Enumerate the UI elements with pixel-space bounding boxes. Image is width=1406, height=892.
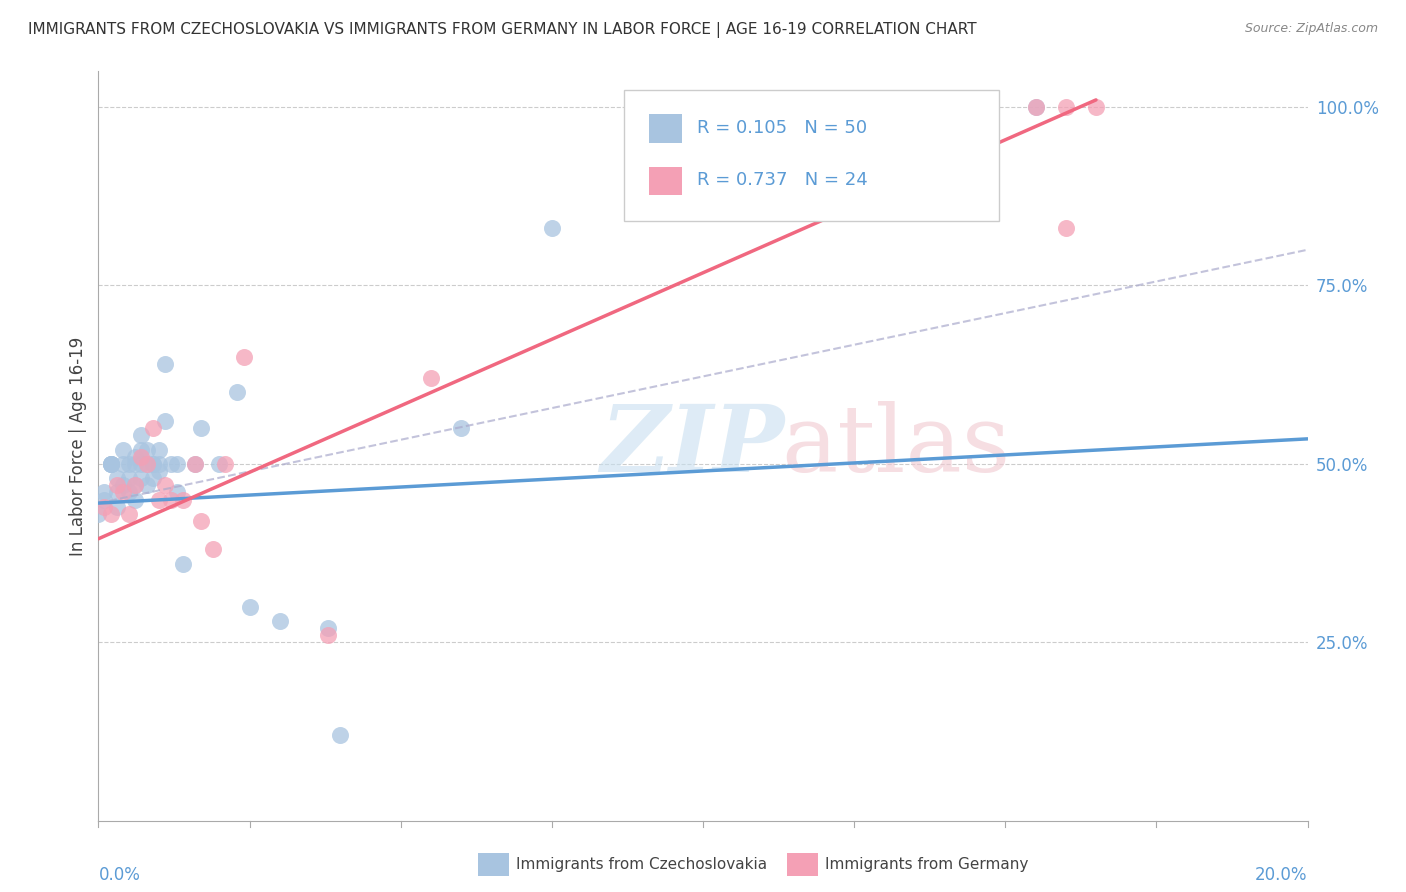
Point: [105, 500, 128, 514]
Point: [329, 728, 352, 742]
Point: [129, 471, 152, 485]
Point: [100, 507, 122, 521]
Point: [135, 457, 157, 471]
Point: [153, 478, 176, 492]
Point: [202, 542, 225, 557]
Point: [124, 478, 146, 492]
Point: [135, 457, 157, 471]
Point: [1085, 100, 1108, 114]
Point: [129, 457, 152, 471]
Point: [129, 442, 152, 457]
Point: [100, 457, 122, 471]
Point: [153, 414, 176, 428]
Text: IMMIGRANTS FROM CZECHOSLOVAKIA VS IMMIGRANTS FROM GERMANY IN LABOR FORCE | AGE 1: IMMIGRANTS FROM CZECHOSLOVAKIA VS IMMIGR…: [28, 22, 977, 38]
Point: [124, 492, 146, 507]
Point: [208, 457, 231, 471]
FancyBboxPatch shape: [624, 90, 1000, 221]
Point: [105, 485, 128, 500]
Point: [160, 492, 183, 507]
Point: [100, 457, 122, 471]
Point: [148, 492, 170, 507]
Point: [148, 442, 170, 457]
Point: [118, 507, 141, 521]
Point: [105, 471, 128, 485]
Point: [153, 357, 176, 371]
Point: [100, 457, 122, 471]
Point: [111, 485, 134, 500]
Point: [105, 478, 128, 492]
Text: 20.0%: 20.0%: [1256, 865, 1308, 884]
Point: [118, 471, 141, 485]
Point: [148, 457, 170, 471]
Point: [172, 557, 194, 571]
Point: [118, 457, 141, 471]
Text: Immigrants from Germany: Immigrants from Germany: [825, 857, 1029, 871]
Point: [190, 514, 212, 528]
Text: Source: ZipAtlas.com: Source: ZipAtlas.com: [1244, 22, 1378, 36]
Text: R = 0.737   N = 24: R = 0.737 N = 24: [697, 171, 868, 189]
Point: [118, 485, 141, 500]
Point: [316, 621, 339, 635]
Point: [184, 457, 207, 471]
Text: atlas: atlas: [782, 401, 1011, 491]
Point: [269, 614, 291, 628]
Text: 0.0%: 0.0%: [98, 865, 141, 884]
Point: [135, 478, 157, 492]
Point: [142, 471, 165, 485]
Point: [100, 457, 122, 471]
Y-axis label: In Labor Force | Age 16-19: In Labor Force | Age 16-19: [69, 336, 87, 556]
Point: [226, 385, 249, 400]
Point: [420, 371, 443, 385]
Point: [1054, 100, 1077, 114]
Point: [111, 457, 134, 471]
Point: [190, 421, 212, 435]
Point: [184, 457, 207, 471]
Point: [142, 457, 165, 471]
Point: [1024, 100, 1046, 114]
Point: [135, 442, 157, 457]
Point: [142, 421, 165, 435]
Text: Immigrants from Czechoslovakia: Immigrants from Czechoslovakia: [516, 857, 768, 871]
Point: [93, 492, 115, 507]
Point: [124, 457, 146, 471]
Point: [450, 421, 472, 435]
Point: [540, 221, 562, 235]
Point: [148, 464, 170, 478]
Point: [111, 442, 134, 457]
Point: [239, 599, 262, 614]
Point: [93, 500, 115, 514]
Point: [214, 457, 236, 471]
Text: R = 0.105   N = 50: R = 0.105 N = 50: [697, 119, 868, 136]
Point: [87, 507, 110, 521]
Text: ZIP: ZIP: [600, 401, 785, 491]
FancyBboxPatch shape: [648, 114, 682, 143]
Point: [1054, 221, 1077, 235]
Point: [129, 450, 152, 464]
FancyBboxPatch shape: [648, 167, 682, 195]
Point: [142, 457, 165, 471]
Point: [1024, 100, 1046, 114]
Point: [166, 485, 188, 500]
Point: [93, 485, 115, 500]
Point: [124, 478, 146, 492]
Point: [172, 492, 194, 507]
Point: [166, 457, 188, 471]
Point: [111, 478, 134, 492]
Point: [129, 428, 152, 442]
Point: [232, 350, 254, 364]
Point: [316, 628, 339, 642]
Point: [124, 450, 146, 464]
Point: [160, 457, 183, 471]
